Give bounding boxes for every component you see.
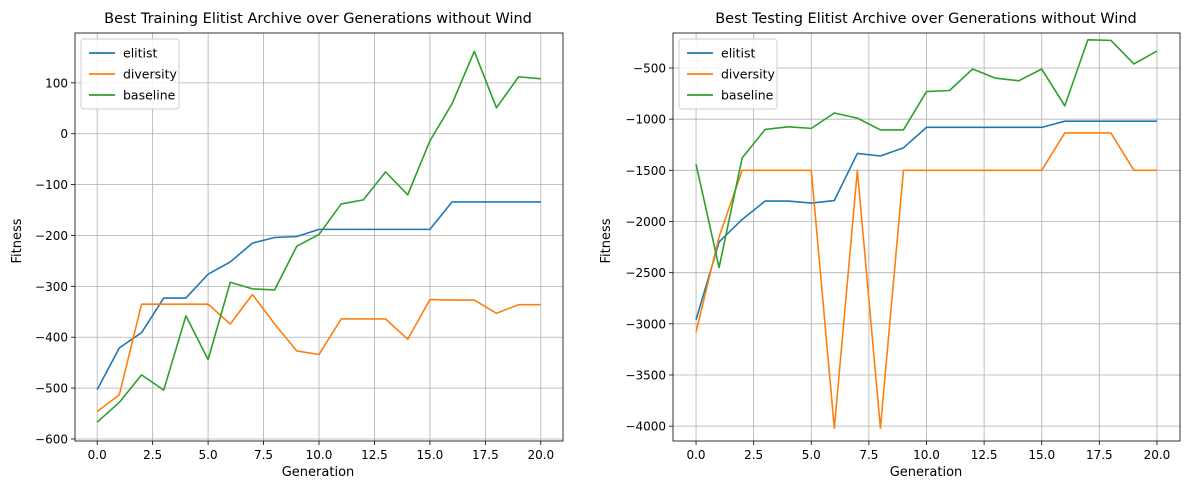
- legend-label-diversity: diversity: [721, 67, 776, 82]
- plot-area: Best Testing Elitist Archive over Genera…: [625, 11, 1181, 462]
- chart-title: Best Training Elitist Archive over Gener…: [104, 11, 532, 27]
- y-tick-label: −500: [633, 61, 666, 75]
- series-line-diversity: [96, 293, 541, 413]
- y-axis-ticks: −4000 −3500 −3000 −2500 −2000 −1500 −1000 −500: [625, 61, 673, 434]
- x-tick-label: 0.0: [686, 448, 705, 462]
- y-tick-label: −1000: [625, 113, 666, 127]
- testing-chart: Generation Fitness Best Testing Elitist …: [599, 11, 1181, 480]
- y-tick-label: −300: [35, 280, 68, 294]
- y-tick-label: 100: [45, 76, 68, 90]
- series-line-elitist: [695, 120, 1157, 320]
- axes-frame: [74, 32, 564, 442]
- x-tick-label: 20.0: [1144, 448, 1171, 462]
- x-tick-label: 2.5: [143, 448, 162, 462]
- x-tick-label: 2.5: [744, 448, 763, 462]
- y-tick-label: −600: [35, 432, 68, 446]
- training-chart: Generation Fitness Best Training Elitist…: [10, 11, 564, 480]
- y-tick-label: −2000: [625, 215, 666, 229]
- x-tick-label: 12.5: [361, 448, 388, 462]
- x-axis-ticks: 0.0 2.5 5.0 7.5 10.0 12.5 15.0 17.5 20.0: [88, 441, 554, 462]
- series-lines: [96, 50, 541, 423]
- x-tick-label: 10.0: [913, 448, 940, 462]
- y-tick-label: −3500: [625, 368, 666, 382]
- y-axis-ticks: −600 −500 −400 −300 −200 −100 0 100: [35, 76, 75, 446]
- y-tick-label: −3000: [625, 317, 666, 331]
- legend: elitist diversity baseline: [80, 38, 180, 110]
- y-axis-label: Fitness: [10, 218, 25, 263]
- series-line-baseline: [695, 39, 1158, 269]
- x-tick-label: 0.0: [88, 448, 107, 462]
- legend: elitist diversity baseline: [678, 38, 778, 110]
- y-tick-label: −400: [35, 331, 68, 345]
- x-tick-label: 15.0: [417, 448, 444, 462]
- series-line-diversity: [695, 132, 1157, 430]
- x-tick-label: 7.5: [254, 448, 273, 462]
- y-tick-label: −500: [35, 382, 68, 396]
- y-tick-label: −100: [35, 178, 68, 192]
- x-tick-label: 17.5: [1086, 448, 1113, 462]
- x-tick-label: 15.0: [1028, 448, 1055, 462]
- x-tick-label: 20.0: [527, 448, 554, 462]
- y-axis-label: Fitness: [599, 218, 614, 263]
- x-tick-label: 17.5: [472, 448, 499, 462]
- y-tick-label: −1500: [625, 164, 666, 178]
- chart-title: Best Testing Elitist Archive over Genera…: [715, 11, 1137, 27]
- x-axis-label: Generation: [282, 465, 355, 480]
- legend-label-elitist: elitist: [721, 46, 756, 61]
- legend-label-baseline: baseline: [123, 88, 176, 103]
- y-tick-label: −2500: [625, 266, 666, 280]
- legend-label-baseline: baseline: [721, 88, 774, 103]
- plot-area: Best Training Elitist Archive over Gener…: [35, 11, 564, 462]
- x-tick-label: 12.5: [971, 448, 998, 462]
- legend-box: [678, 38, 778, 110]
- axes-frame: [672, 32, 1181, 442]
- legend-label-diversity: diversity: [123, 67, 178, 82]
- x-axis-label: Generation: [890, 465, 963, 480]
- x-tick-label: 10.0: [306, 448, 333, 462]
- x-axis-ticks: 0.0 2.5 5.0 7.5 10.0 12.5 15.0 17.5 20.0: [686, 441, 1170, 462]
- grid: [75, 33, 563, 441]
- y-tick-label: 0: [60, 127, 68, 141]
- y-tick-label: −200: [35, 229, 68, 243]
- x-tick-label: 5.0: [802, 448, 821, 462]
- legend-label-elitist: elitist: [123, 46, 158, 61]
- y-tick-label: −4000: [625, 420, 666, 434]
- x-tick-label: 7.5: [859, 448, 878, 462]
- series-line-elitist: [96, 201, 541, 390]
- legend-box: [80, 38, 180, 110]
- series-lines: [695, 39, 1158, 430]
- x-tick-label: 5.0: [199, 448, 218, 462]
- series-line-baseline: [96, 50, 541, 423]
